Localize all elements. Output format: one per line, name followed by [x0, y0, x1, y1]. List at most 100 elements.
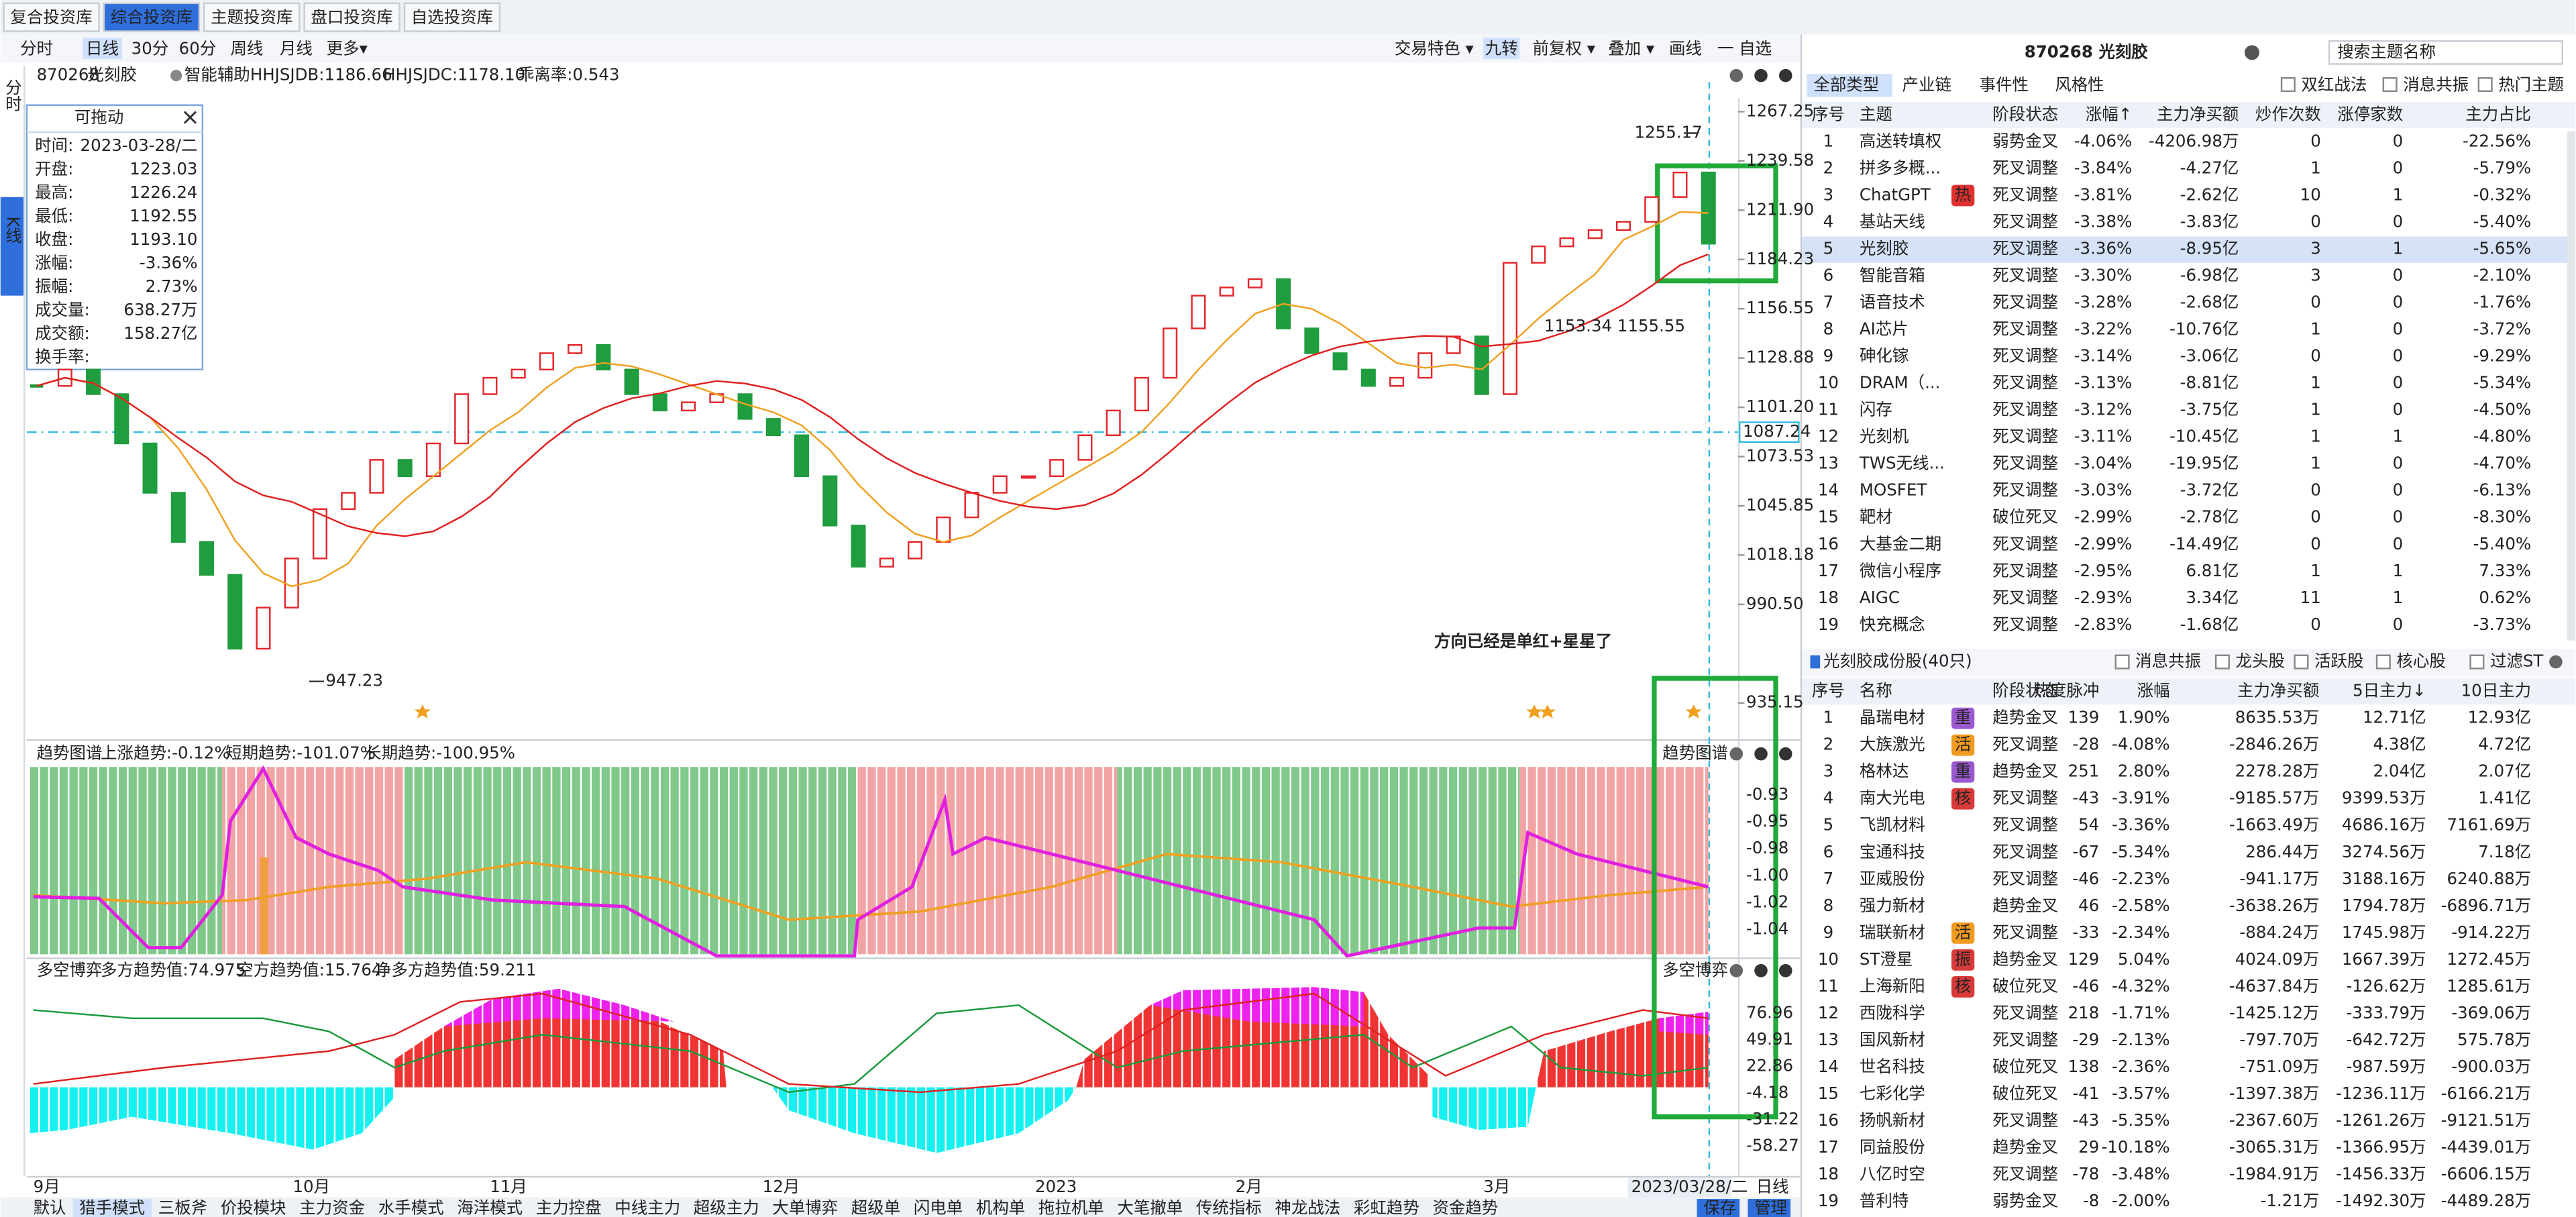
- stock-name[interactable]: 八亿时空: [1860, 1164, 1925, 1183]
- stock-name[interactable]: 宝通科技: [1860, 842, 1925, 861]
- theme-name[interactable]: 光刻机: [1860, 427, 1909, 446]
- theme-name[interactable]: AIGC: [1860, 588, 1900, 607]
- theme-name[interactable]: DRAM（...: [1860, 373, 1941, 392]
- theme-name[interactable]: MOSFET: [1860, 480, 1927, 500]
- stock-name[interactable]: 上海新阳: [1860, 976, 1925, 996]
- theme-name[interactable]: 高送转填权: [1860, 131, 1941, 150]
- bottom-tab[interactable]: 海洋模式: [457, 1198, 523, 1217]
- theme-name[interactable]: 砷化镓: [1860, 346, 1909, 366]
- top-tab[interactable]: 自选投资库: [411, 7, 493, 27]
- stock-name[interactable]: ST澄星: [1860, 949, 1913, 969]
- tab-bg[interactable]: [203, 2, 301, 32]
- period-button[interactable]: 分时: [20, 38, 53, 58]
- period-button[interactable]: 月线: [280, 38, 313, 58]
- checkbox[interactable]: [2469, 654, 2485, 670]
- checkbox[interactable]: [2375, 654, 2391, 670]
- filter-tab[interactable]: 风格性: [2055, 74, 2104, 94]
- bottom-tab[interactable]: 三板斧: [158, 1198, 207, 1217]
- theme-name[interactable]: TWS无线...: [1859, 454, 1945, 473]
- tool-button[interactable]: 一 自选: [1717, 38, 1772, 58]
- panel-icon[interactable]: [1754, 964, 1768, 977]
- check-label[interactable]: 核心股: [2396, 651, 2445, 671]
- panel-icon[interactable]: [1754, 747, 1768, 761]
- tab-bg[interactable]: [3, 2, 100, 32]
- bottom-tab[interactable]: 中线主力: [614, 1198, 680, 1217]
- top-tab[interactable]: 主题投资库: [211, 7, 292, 27]
- stock-name[interactable]: 格林达: [1860, 761, 1909, 781]
- stock-name[interactable]: 扬帆新材: [1860, 1110, 1925, 1130]
- bottom-tab[interactable]: 超级单: [851, 1198, 900, 1217]
- check-label[interactable]: 过滤ST: [2490, 651, 2544, 671]
- period-button[interactable]: 更多▾: [327, 38, 368, 58]
- stock-name[interactable]: 同益股份: [1860, 1137, 1925, 1157]
- check-label[interactable]: 热门主题: [2498, 74, 2564, 94]
- tool-button[interactable]: 九转: [1485, 38, 1518, 58]
- bottom-tab[interactable]: 猎手模式: [79, 1198, 145, 1217]
- panel-icon[interactable]: [1778, 964, 1792, 977]
- theme-name[interactable]: 闪存: [1860, 400, 1892, 419]
- panel-icon[interactable]: [1729, 747, 1743, 761]
- bottom-tab[interactable]: 机构单: [976, 1198, 1025, 1217]
- action-button[interactable]: 管理: [1754, 1198, 1787, 1217]
- bottom-tab[interactable]: 大笔撤单: [1117, 1198, 1183, 1217]
- theme-name[interactable]: ChatGPT: [1860, 184, 1931, 204]
- panel-icon[interactable]: [1729, 964, 1743, 977]
- bottom-tab[interactable]: 主力控盘: [536, 1198, 602, 1217]
- filter-tab[interactable]: 事件性: [1980, 74, 2029, 94]
- stock-name[interactable]: 瑞联新材: [1860, 922, 1925, 942]
- side-tab[interactable]: K线: [3, 216, 23, 244]
- period-label[interactable]: 日线: [1756, 1177, 1789, 1196]
- top-tab[interactable]: 复合投资库: [10, 7, 92, 27]
- stock-name[interactable]: 普利特: [1860, 1191, 1909, 1210]
- side-tab[interactable]: 分时: [3, 78, 23, 111]
- check-label[interactable]: 龙头股: [2236, 651, 2285, 671]
- stock-name[interactable]: 西陇科学: [1860, 1003, 1925, 1022]
- period-button[interactable]: 周线: [230, 38, 263, 58]
- info-icon[interactable]: [2244, 45, 2260, 60]
- theme-name[interactable]: 智能音箱: [1860, 266, 1925, 285]
- checkbox[interactable]: [2382, 77, 2398, 93]
- stock-name[interactable]: 强力新材: [1860, 896, 1925, 915]
- stock-name[interactable]: 南大光电: [1860, 788, 1925, 808]
- check-label[interactable]: 消息共振: [2403, 74, 2469, 94]
- panel-icon[interactable]: [1778, 68, 1792, 83]
- bottom-tab[interactable]: 价投模块: [221, 1198, 286, 1217]
- tool-button[interactable]: 叠加 ▾: [1608, 38, 1655, 58]
- period-button[interactable]: 日线: [86, 38, 119, 58]
- tab-bg[interactable]: [303, 2, 400, 32]
- stock-name[interactable]: 世名科技: [1860, 1057, 1925, 1076]
- check-label[interactable]: 双红战法: [2301, 74, 2367, 94]
- period-button[interactable]: 60分: [179, 38, 217, 58]
- checkbox[interactable]: [2280, 77, 2296, 93]
- bottom-tab[interactable]: 大单博弈: [772, 1198, 838, 1217]
- theme-name[interactable]: 靶材: [1860, 507, 1892, 527]
- panel-icon[interactable]: [1754, 68, 1768, 83]
- panel-icon[interactable]: [1778, 747, 1792, 761]
- theme-name[interactable]: 语音技术: [1860, 293, 1925, 312]
- check-label[interactable]: 活跃股: [2314, 651, 2363, 671]
- checkbox[interactable]: [2294, 654, 2309, 670]
- theme-name[interactable]: 光刻胶: [1860, 238, 1909, 258]
- bottom-tab[interactable]: 神龙战法: [1275, 1198, 1340, 1217]
- tab-bg[interactable]: [103, 2, 201, 32]
- theme-name[interactable]: 快充概念: [1860, 615, 1925, 634]
- theme-name[interactable]: 大基金二期: [1860, 534, 1941, 553]
- tool-button[interactable]: 前复权 ▾: [1533, 38, 1596, 58]
- theme-name[interactable]: 基站天线: [1860, 211, 1925, 231]
- bottom-tab[interactable]: 彩虹趋势: [1354, 1198, 1419, 1217]
- stock-name[interactable]: 亚威股份: [1860, 869, 1925, 888]
- bottom-tab[interactable]: 默认: [34, 1198, 66, 1217]
- bottom-tab[interactable]: 传统指标: [1196, 1198, 1262, 1217]
- panel-icon[interactable]: [1729, 68, 1743, 83]
- top-tab[interactable]: 综合投资库: [111, 7, 193, 27]
- theme-name[interactable]: 微信小程序: [1860, 561, 1941, 580]
- stock-name[interactable]: 大族激光: [1860, 735, 1925, 754]
- tab-bg[interactable]: [403, 2, 501, 32]
- top-tab[interactable]: 盘口投资库: [311, 7, 392, 27]
- period-button[interactable]: 30分: [131, 38, 169, 58]
- bottom-tab[interactable]: 资金趋势: [1432, 1198, 1498, 1217]
- search-placeholder[interactable]: 搜索主题名称: [2337, 42, 2436, 61]
- close-icon[interactable]: [183, 111, 197, 124]
- bottom-tab[interactable]: 拖拉机单: [1038, 1198, 1104, 1217]
- bottom-tab[interactable]: 超级主力: [694, 1198, 759, 1217]
